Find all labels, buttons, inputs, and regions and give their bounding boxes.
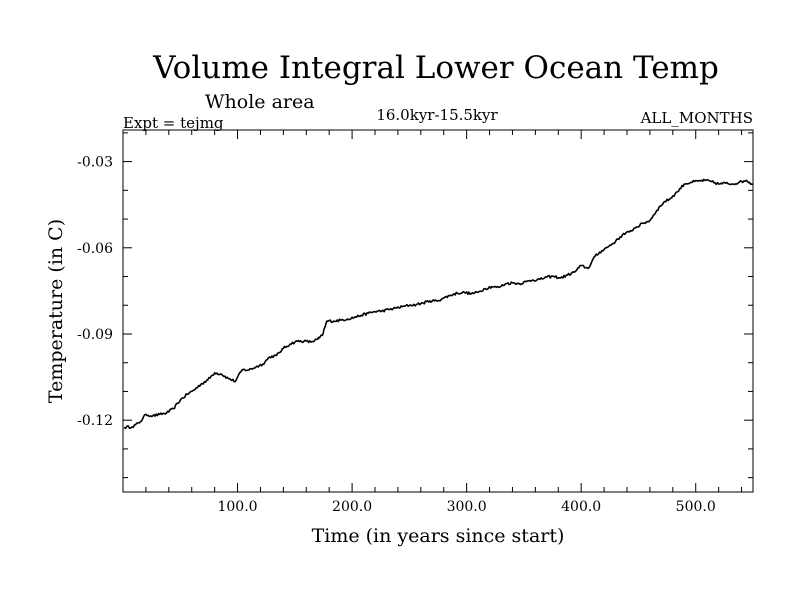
x-tick-label: 100.0 [217,499,257,515]
period-label: 16.0kyr-15.5kyr [376,106,498,124]
months-label: ALL_MONTHS [640,109,753,127]
x-axis: 100.0 200.0 300.0 400.0 500.0 [145,130,743,515]
series-line-tejmg [123,178,754,430]
x-tick-label: 300.0 [447,499,487,515]
x-axis-label: Time (in years since start) [312,525,565,547]
y-tick-label: -0.09 [77,327,113,343]
y-axis-label: Temperature (in C) [45,219,67,403]
x-tick-label: 200.0 [332,499,372,515]
plot-frame [122,129,754,493]
y-tick-label: -0.03 [77,155,113,171]
chart-subtitle: Whole area [205,91,315,113]
x-tick-label: 400.0 [561,499,601,515]
y-tick-label: -0.12 [77,413,113,429]
chart-title: Volume Integral Lower Ocean Temp [152,50,719,86]
experiment-label: Expt = tejmg [123,114,224,132]
y-axis: -0.12 -0.09 -0.06 -0.03 [77,132,753,479]
x-tick-label: 500.0 [676,499,716,515]
y-tick-label: -0.06 [77,241,113,257]
